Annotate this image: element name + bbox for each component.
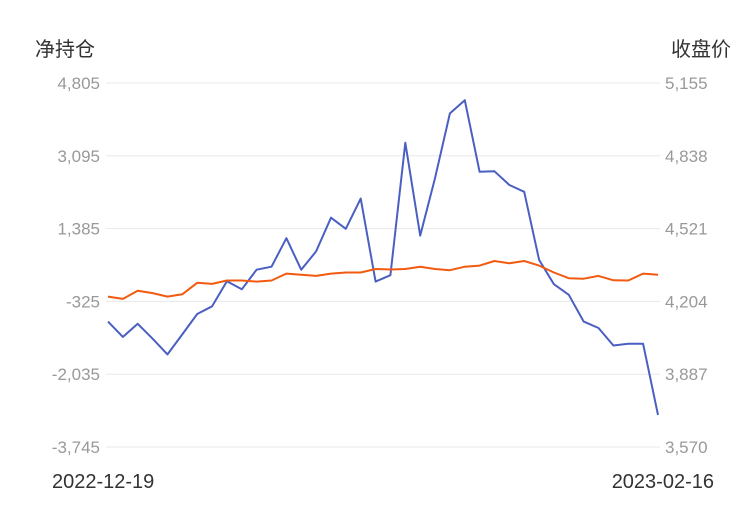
right-tick-label: 5,155 [665,74,708,93]
x-start-date-label: 2022-12-19 [52,471,154,493]
left-tick-label: 1,385 [57,220,100,239]
right-tick-label: 4,838 [665,147,708,166]
right-axis-ticks: 5,155 4,838 4,521 4,204 3,887 3,570 [665,74,708,457]
right-tick-label: 3,887 [665,365,708,384]
right-axis-title: 收盘价 [671,38,731,61]
right-tick-label: 3,570 [665,438,708,457]
closing-price-line [107,260,659,300]
right-tick-label: 4,521 [665,220,708,239]
left-tick-label: -3,745 [52,438,100,457]
left-tick-label: 3,095 [57,147,100,166]
grid-lines [106,82,660,448]
left-axis-ticks: 4,805 3,095 1,385 -325 -2,035 -3,745 [52,74,100,457]
x-end-date-label: 2023-02-16 [612,471,714,493]
left-tick-label: -2,035 [52,365,100,384]
left-tick-label: -325 [66,292,100,311]
left-axis-title: 净持仓 [35,38,95,61]
series-lines [107,99,659,416]
net-position-line [107,99,659,416]
right-tick-label: 4,204 [665,292,708,311]
left-tick-label: 4,805 [57,74,100,93]
